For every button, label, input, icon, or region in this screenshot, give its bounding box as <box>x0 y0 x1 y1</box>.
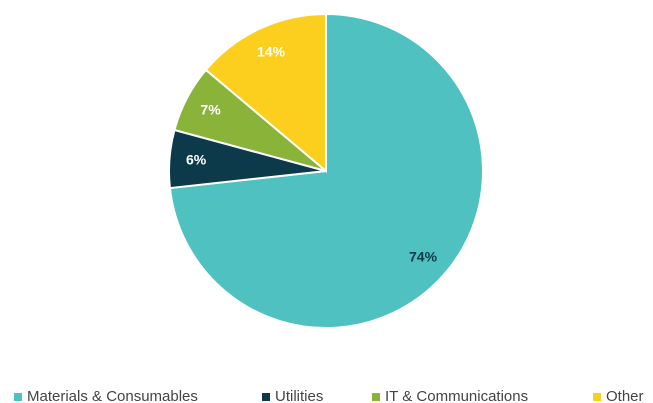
legend-label: Materials & Consumables <box>27 388 198 403</box>
legend-swatch <box>593 393 601 401</box>
value-label: 14% <box>257 44 286 60</box>
legend-label: Other <box>606 388 644 403</box>
legend-swatch <box>372 393 380 401</box>
value-label: 74% <box>409 249 438 265</box>
legend-label: Utilities <box>275 388 323 403</box>
value-label: 7% <box>200 101 221 117</box>
legend-swatch <box>14 393 22 401</box>
legend-swatch <box>262 393 270 401</box>
value-label: 6% <box>186 152 207 168</box>
legend-label: IT & Communications <box>385 388 528 403</box>
pie-slice <box>204 12 327 174</box>
